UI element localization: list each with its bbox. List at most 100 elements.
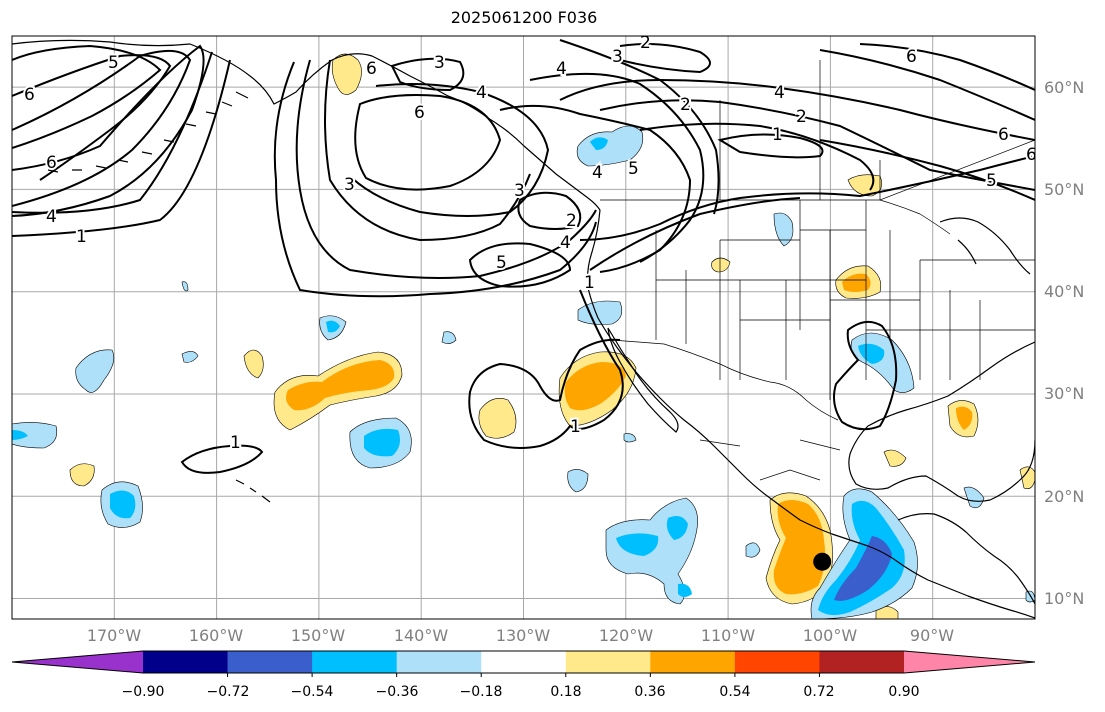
north-america-west-coast xyxy=(586,209,1035,619)
anomaly-positive-region xyxy=(331,53,362,95)
contour-label: 2 xyxy=(640,33,651,53)
anomaly-positive-region xyxy=(956,406,973,430)
contour-label: 2 xyxy=(566,211,577,231)
longitude-label: 160°W xyxy=(188,626,244,645)
central-america-coast xyxy=(897,513,1035,605)
anomaly-positive-region xyxy=(478,398,517,439)
anomaly-negative-region xyxy=(623,433,637,443)
contour-label: 4 xyxy=(476,83,487,103)
colorbar-segment xyxy=(565,651,651,673)
contour-label: 3 xyxy=(434,53,445,73)
contour-label: 4 xyxy=(560,233,571,253)
contour-label: 5 xyxy=(496,253,507,273)
anomaly-negative-region xyxy=(567,469,589,493)
colorbar-segment xyxy=(481,651,567,673)
contour-label: 1 xyxy=(772,125,783,145)
latitude-label: 50°N xyxy=(1044,180,1085,199)
latitude-label: 10°N xyxy=(1044,589,1085,608)
anomaly-negative-region xyxy=(181,281,189,292)
colorbar-tick-label: −0.90 xyxy=(121,684,165,700)
contour-line xyxy=(468,242,572,288)
contour-label: 3 xyxy=(612,47,623,67)
baja-california xyxy=(607,327,679,433)
contour-labels: 6 5 6 4 1 6 4 3 6 3 4 3 2 2 4 1 5 4 1 3 … xyxy=(22,33,1037,455)
contour-label: 2 xyxy=(680,95,691,115)
colorbar-tick-label: 0.18 xyxy=(550,684,582,700)
longitude-label: 120°W xyxy=(598,626,654,645)
contour-line xyxy=(468,289,624,449)
contour-line xyxy=(324,59,531,242)
contour-label: 3 xyxy=(344,175,355,195)
colorbar-extend-high xyxy=(904,651,1035,673)
anomaly-positive-region xyxy=(1019,466,1035,489)
colorbar xyxy=(11,650,1036,677)
anomaly-negative-region xyxy=(12,430,28,440)
longitude-label: 130°W xyxy=(495,626,551,645)
colorbar-tick-label: 0.36 xyxy=(634,684,666,700)
colorbar-segment xyxy=(734,651,820,673)
storm-position-marker xyxy=(813,552,832,571)
contour-line xyxy=(559,39,720,215)
contour-line xyxy=(12,59,231,237)
contour-line xyxy=(717,133,824,159)
contour-label: 6 xyxy=(46,153,57,173)
latitude-label: 30°N xyxy=(1044,384,1085,403)
contour-line xyxy=(12,44,205,217)
colorbar-segment xyxy=(650,651,736,673)
contour-line xyxy=(180,444,264,474)
anomaly-negative-region xyxy=(364,428,400,457)
anomaly-negative-region xyxy=(181,351,199,363)
contour-label: 6 xyxy=(1026,145,1037,165)
longitude-label: 150°W xyxy=(290,626,346,645)
latitude-label: 60°N xyxy=(1044,78,1085,97)
contour-label: 5 xyxy=(986,171,997,191)
anomaly-negative-region xyxy=(441,331,457,344)
anomaly-positive-region xyxy=(564,362,626,411)
longitude-label: 170°W xyxy=(86,626,142,645)
contour-line xyxy=(819,49,1035,121)
contour-line xyxy=(599,99,1035,191)
colorbar-tick-label: 0.72 xyxy=(803,684,835,700)
anomaly-negative-region xyxy=(577,300,623,325)
anomaly-negative-region xyxy=(12,422,58,449)
us-state-lines xyxy=(655,200,1035,400)
longitude-label: 100°W xyxy=(802,626,858,645)
contour-label: 2 xyxy=(796,107,807,127)
latitude-label: 20°N xyxy=(1044,487,1085,506)
contour-line xyxy=(354,94,502,191)
colorbar-segment xyxy=(312,651,398,673)
hawaiian-islands xyxy=(235,479,271,503)
anomaly-positive-region xyxy=(243,349,264,379)
colorbar-tick-label: −0.18 xyxy=(459,684,503,700)
contour-line xyxy=(833,320,898,431)
longitude-label: 110°W xyxy=(700,626,756,645)
contour-label: 4 xyxy=(592,163,603,183)
contour-line xyxy=(12,49,192,207)
contour-label: 1 xyxy=(76,227,87,247)
latitude-label: 40°N xyxy=(1044,282,1085,301)
anomaly-negative-region xyxy=(666,516,688,540)
colorbar-segment xyxy=(143,651,229,673)
colorbar-tick-label: −0.54 xyxy=(290,684,334,700)
anomaly-negative-region xyxy=(326,320,340,333)
contour-line xyxy=(859,43,1035,91)
gulf-of-mexico-coast xyxy=(848,341,1035,502)
anomaly-negative-region xyxy=(858,343,885,364)
anomaly-fills xyxy=(12,53,1035,619)
contour-label: 1 xyxy=(570,417,581,437)
mexico-states xyxy=(699,439,841,481)
contour-line xyxy=(619,43,711,74)
anomaly-positive-region xyxy=(69,463,95,487)
contour-line xyxy=(273,61,597,298)
colorbar-segment xyxy=(819,651,905,673)
anomaly-positive-region xyxy=(773,500,826,595)
canada-provinces xyxy=(719,60,1035,201)
anomaly-negative-region xyxy=(616,533,659,556)
contour-label: 1 xyxy=(584,273,595,293)
anomaly-negative-region xyxy=(590,137,608,150)
colorbar-outline xyxy=(11,650,1036,674)
anomaly-negative-region xyxy=(818,500,905,616)
map-title: 2025061200 F036 xyxy=(450,8,598,27)
contour-line xyxy=(529,72,705,263)
